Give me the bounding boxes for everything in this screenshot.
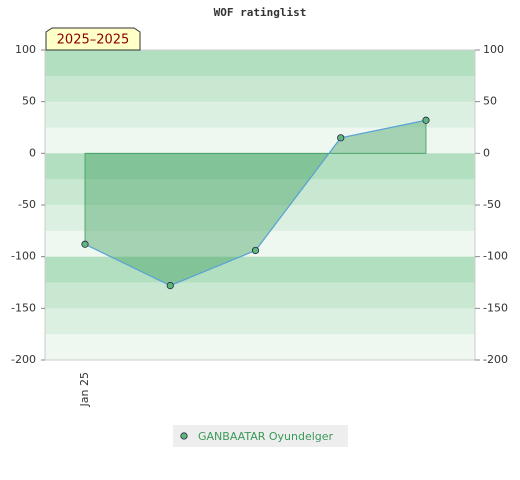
background-band (45, 75, 475, 102)
data-point (251, 246, 260, 255)
background-band (45, 282, 475, 309)
background-band (45, 153, 475, 180)
y2-tick-label: 0 (483, 146, 490, 159)
y2-tick-label: -150 (483, 301, 508, 314)
y-tick-label: -200 (11, 353, 36, 366)
background-band (45, 50, 475, 77)
background-band (45, 308, 475, 335)
chart-title: WOF ratinglist (214, 6, 307, 19)
background-band (45, 205, 475, 232)
data-point (422, 116, 430, 124)
y-tick-label: 50 (22, 95, 36, 108)
y-tick-label: 0 (29, 146, 36, 159)
annotation: 2025–2025 (57, 33, 130, 48)
annotation-box (45, 27, 141, 51)
legend-box (173, 425, 348, 447)
legend-marker (180, 432, 188, 440)
y2-tick-label: -100 (483, 250, 508, 263)
background-band (45, 127, 475, 154)
y2-tick-label: -50 (483, 198, 501, 211)
y2-tick-label: 50 (483, 95, 497, 108)
data-point (166, 281, 174, 290)
background-band (45, 179, 475, 206)
y2-tick-label: -200 (483, 353, 508, 366)
x-tick-label: Jan 25 (78, 372, 91, 407)
y2-tick-label: 100 (483, 43, 504, 56)
y-tick-label: -100 (11, 250, 36, 263)
background-band (45, 101, 475, 128)
y-tick-label: -150 (11, 301, 36, 314)
data-point (81, 240, 89, 248)
y-tick-label: 100 (15, 43, 36, 56)
background-band (45, 334, 475, 361)
data-point (337, 134, 345, 142)
y-tick-label: -50 (18, 198, 36, 211)
legend-label: GANBAATAR Oyundelger (198, 430, 334, 443)
background-band (45, 256, 475, 283)
